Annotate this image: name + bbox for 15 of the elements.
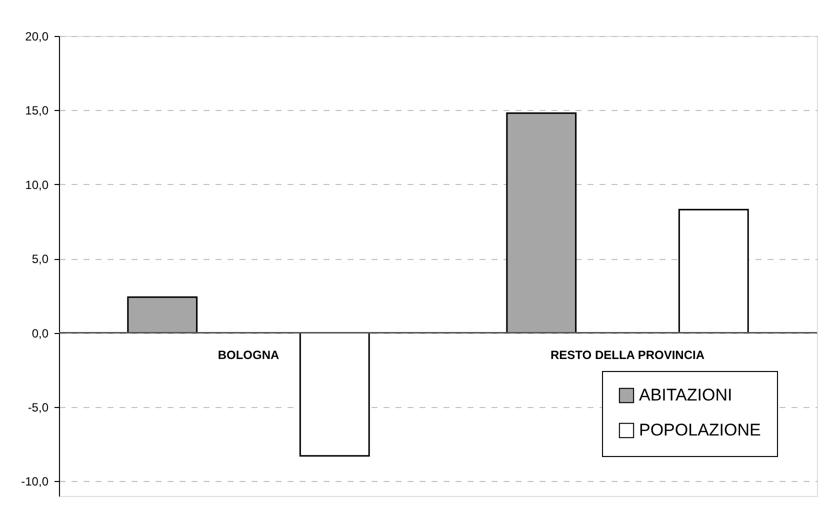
bar [678,208,749,334]
y-tick-label: 5,0 [32,252,49,266]
legend-label: POPOLAZIONE [639,420,761,440]
bar [506,112,577,334]
y-tick-label: -10,0 [21,474,49,489]
x-tick-label: RESTO DELLA PROVINCIA [550,348,705,362]
y-tick-label: 20,0 [25,30,49,44]
bar [299,332,370,457]
y-tick-label: 15,0 [25,104,49,118]
x-tick-label: BOLOGNA [218,348,280,362]
bar [127,296,198,334]
y-tick-label: 10,0 [25,178,49,192]
y-tick-label: -5,0 [28,400,49,414]
legend-label: ABITAZIONI [639,386,732,404]
y-tick-label: 0,0 [32,326,49,340]
